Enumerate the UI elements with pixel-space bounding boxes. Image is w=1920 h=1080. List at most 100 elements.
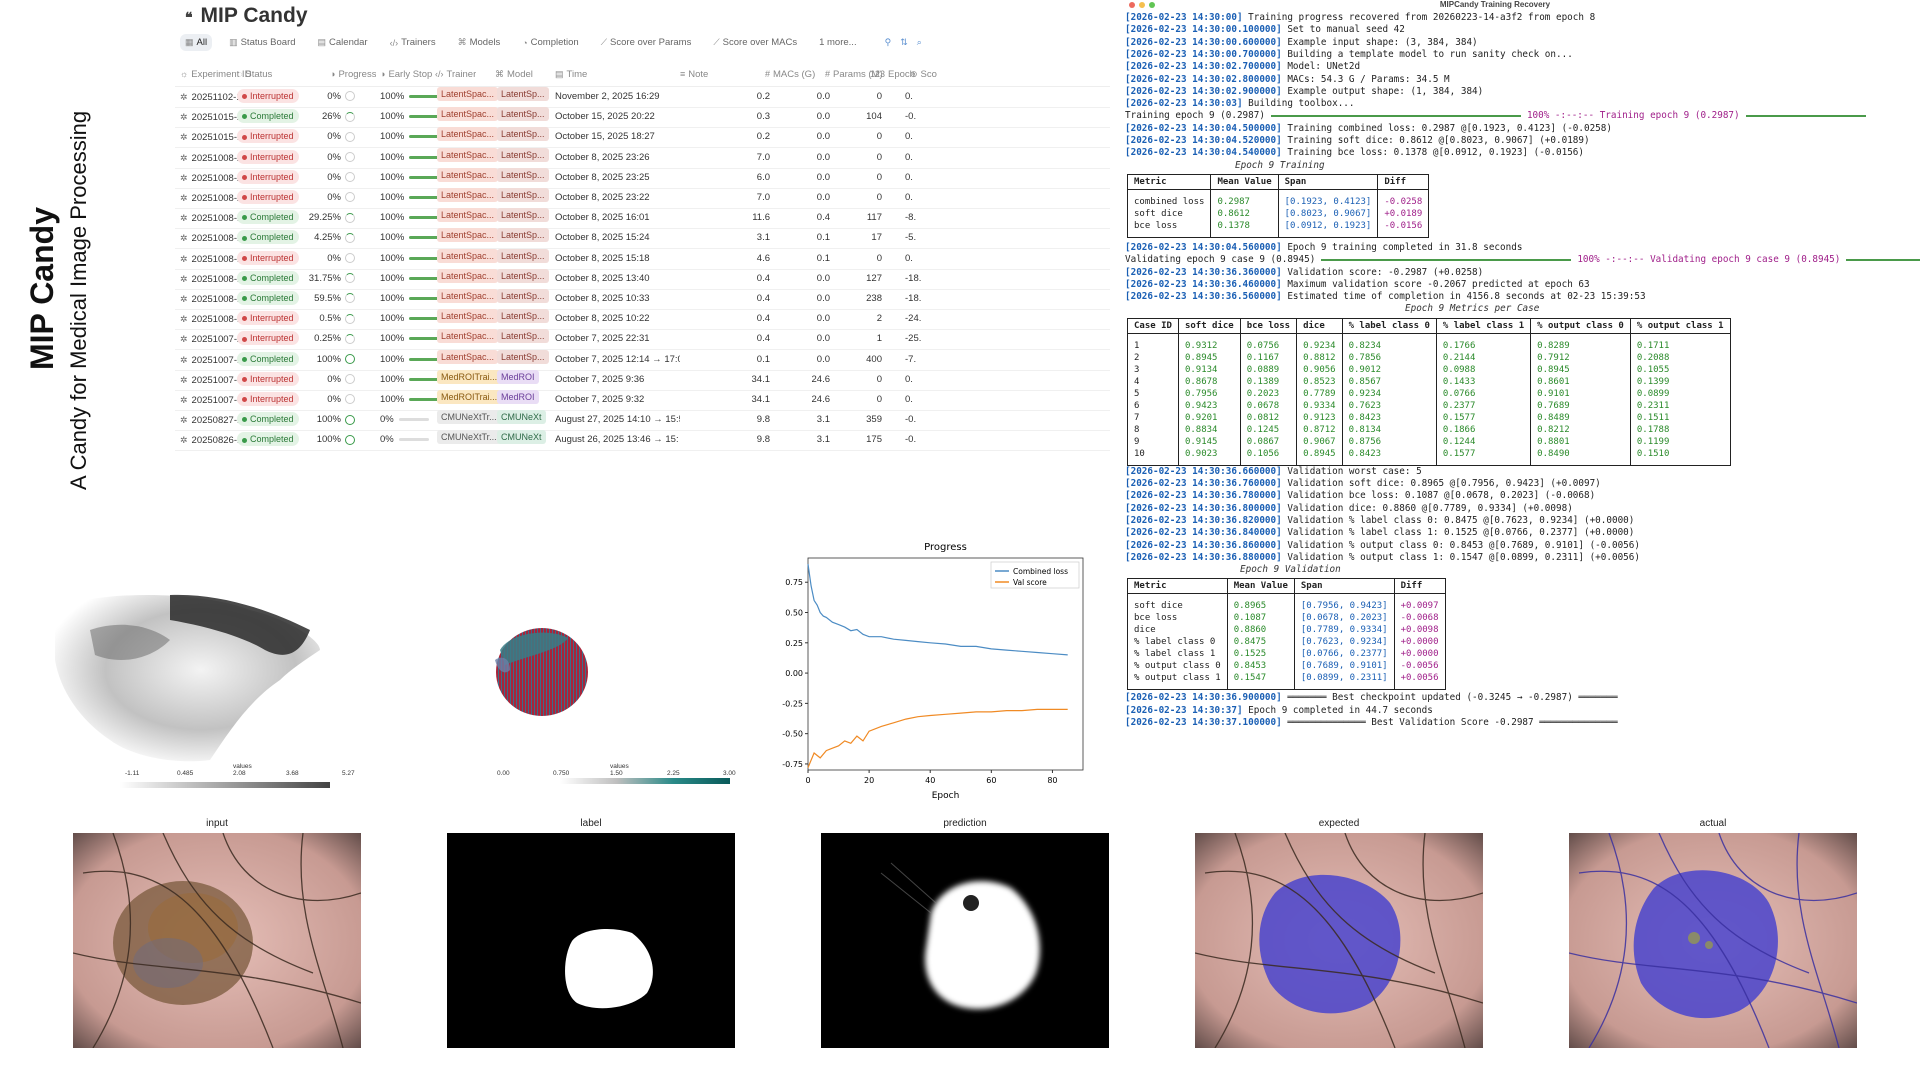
- table-header-cell: Metric: [1127, 578, 1228, 595]
- tab-trainers[interactable]: ‹/› Trainers: [385, 34, 441, 51]
- column-header[interactable]: ‹/› Trainer: [435, 62, 476, 86]
- log-timestamp: [2026-02-23 14:30:36.780000]: [1125, 490, 1282, 502]
- model-tag: LatentSp...: [497, 107, 549, 122]
- tab-icon: ⟋: [600, 37, 608, 47]
- tab-score-over-params[interactable]: ⟋ Score over Params: [596, 34, 697, 51]
- progress-cell: 0%: [305, 168, 355, 188]
- table-row[interactable]: ✲ 20251008-15-ab79 Completed 4.25% 100% Laten…: [175, 228, 1110, 250]
- table-row[interactable]: ✲ 20251008-16-9260 Completed 29.25% 100% Late…: [175, 208, 1110, 230]
- status-cell: Interrupted: [237, 370, 299, 390]
- column-header[interactable]: ⊚ Sco: [910, 62, 937, 86]
- table-cell: 0.8945: [1296, 447, 1343, 466]
- maximize-icon[interactable]: [1149, 2, 1155, 8]
- chart-title: Progress: [924, 542, 967, 553]
- table-row[interactable]: ✲ 20251007-12-ccd3 Completed 100% 100% Latent…: [175, 349, 1110, 371]
- gear-icon: ✲: [180, 112, 188, 123]
- table-cell: 0.0889: [1239, 363, 1298, 376]
- experiment-id: ✲ 20251008-23-725b: [180, 148, 272, 168]
- epoch-cell: 0: [830, 168, 882, 188]
- early-stop-cell: 0%: [380, 410, 429, 430]
- search-icon[interactable]: ⌕: [916, 37, 922, 47]
- status-dot: [242, 195, 247, 201]
- filter-icon[interactable]: ⚲: [884, 37, 892, 47]
- status-badge: Completed: [237, 109, 299, 124]
- status-dot: [242, 296, 247, 302]
- progress-cell: 26%: [305, 107, 355, 127]
- volume-render-2: [480, 620, 600, 720]
- minimize-icon[interactable]: [1139, 2, 1145, 8]
- table-row[interactable]: ✲ 20251008-23-dd95 Interrupted 0% 100% Latent…: [175, 188, 1110, 209]
- tab-score-over-macs[interactable]: ⟋ Score over MACs: [708, 34, 802, 51]
- table-row[interactable]: ✲ 20251007-09-d4e6 Interrupted 0% 100% MedROI…: [175, 369, 1110, 391]
- table-cell: 0.1055: [1629, 363, 1731, 376]
- column-icon: #: [765, 69, 771, 79]
- table-cell: 0.0899: [1629, 387, 1731, 400]
- table-row[interactable]: ✲ 20251008-13-bd33 Completed 31.75% 100% Late…: [175, 268, 1110, 290]
- table-row[interactable]: ✲ 20251015-18-4c41 Interrupted 0% 100% Latent…: [175, 127, 1110, 149]
- table-cell: [0.0899, 0.2311]: [1293, 672, 1395, 691]
- early-stop-bar: [409, 216, 440, 220]
- table-row[interactable]: ✲ 20250827-14-f82f Completed 100% 0% CMUNeXtT…: [175, 410, 1110, 432]
- experiment-id: ✲ 20250827-14-f82f: [180, 410, 267, 430]
- tab-calendar[interactable]: ▤ Calendar: [313, 34, 373, 51]
- macs-cell: 0.4: [715, 269, 770, 289]
- table-row[interactable]: ✲ 20251008-23-725b Interrupted 0% 100% Latent…: [175, 147, 1110, 169]
- status-text: Completed: [250, 212, 294, 223]
- column-header[interactable]: ▤ Time: [555, 62, 587, 86]
- tab-status-board[interactable]: ▥ Status Board: [224, 34, 300, 51]
- experiment-id-text: 20251007-09-c5b6: [191, 395, 272, 406]
- epoch-text: 0: [876, 131, 882, 143]
- table-cell: [0.0766, 0.2377]: [1293, 648, 1395, 661]
- status-text: Completed: [250, 111, 294, 122]
- column-header[interactable]: ◑ Early Stop: [380, 62, 432, 86]
- sort-icon[interactable]: ⇅: [900, 37, 908, 47]
- column-header[interactable]: ◌ Status: [237, 62, 272, 86]
- column-header[interactable]: ◑ Progress: [330, 62, 376, 86]
- table-header-cell: Case ID: [1127, 317, 1179, 334]
- y-tick-label: -0.25: [782, 699, 803, 708]
- column-header[interactable]: ⌘ Model: [495, 62, 533, 86]
- progress-cell: 0%: [305, 87, 355, 107]
- macs-text: 6.0: [756, 171, 770, 183]
- time-text: October 8, 2025 23:22: [555, 192, 650, 203]
- log-timestamp: [2026-02-23 14:30:02.800000]: [1125, 73, 1282, 85]
- table-row[interactable]: ✲ 20250826-13-d3ba Completed 100% 0% CMUNeXtT…: [175, 430, 1110, 452]
- early-stop-cell: 100%: [380, 127, 440, 147]
- experiment-id: ✲ 20251008-15-d08b: [180, 249, 272, 269]
- table-row[interactable]: ✲ 20251015-20-9440 Completed 26% 100% LatentS…: [175, 107, 1110, 129]
- column-header[interactable]: ≡ Note: [680, 62, 708, 86]
- table-header-cell: Mean Value: [1210, 173, 1279, 190]
- table-row[interactable]: ✲ 20251007-09-c5b6 Interrupted 0% 100% MedROI…: [175, 390, 1110, 411]
- table-row[interactable]: ✲ 20251008-10-ae80 Completed 59.5% 100% Laten…: [175, 289, 1110, 310]
- progress-text: 0%: [327, 373, 341, 385]
- status-badge: Interrupted: [237, 190, 299, 204]
- tab-all[interactable]: ▦ All: [180, 34, 213, 51]
- column-header[interactable]: 123 Epoch: [870, 62, 915, 86]
- log-line: [2026-02-23 14:30:36.880000] Validation …: [1125, 552, 1640, 564]
- log-text: ═══════ Best checkpoint updated (-0.3245…: [1281, 692, 1618, 704]
- close-icon[interactable]: [1129, 2, 1135, 8]
- column-icon: ▤: [555, 69, 564, 79]
- table-row[interactable]: ✲ 20251008-10-6d21 Interrupted 0.5% 100% Late…: [175, 309, 1110, 331]
- log-line: [2026-02-23 14:30:00.600000] Example inp…: [1125, 37, 1478, 49]
- panel-actual: [1569, 833, 1857, 1048]
- score-text: -8.: [905, 212, 917, 224]
- table-row[interactable]: ✲ 20251008-23-c88e Interrupted 0% 100% Latent…: [175, 167, 1110, 189]
- time-text: October 15, 2025 18:27: [555, 131, 655, 143]
- tab-completion[interactable]: ◔ Completion: [517, 34, 584, 51]
- tab-models[interactable]: ⌘ Models: [453, 34, 506, 51]
- score-text: -0.: [905, 111, 917, 123]
- tab-icon: ⌘: [457, 37, 467, 47]
- tab-1-more-[interactable]: 1 more...: [814, 34, 862, 51]
- trainer-cell: LatentSpac...: [437, 127, 499, 147]
- table-row[interactable]: ✲ 20251007-22-195f Interrupted 0.25% 100% Lat…: [175, 329, 1110, 351]
- table-header: ☼ Experiment ID ◌ Status ◑ Progress ◑ Early Sto…: [175, 62, 1110, 87]
- table-row[interactable]: ✲ 20251008-15-d08b Interrupted 0% 100% Latent…: [175, 248, 1110, 270]
- column-header[interactable]: ☼ Experiment ID: [180, 62, 251, 86]
- table-row[interactable]: ✲ 20251102-16-59b9 Interrupted 0% 100% Latent…: [175, 87, 1110, 108]
- column-header[interactable]: # Params (M): [825, 62, 883, 86]
- table-row: 9 0.9145 0.0867 0.9067 0.8756 0.1244 0.8801 0.1…: [1127, 435, 1731, 448]
- legend: [990, 561, 1080, 589]
- log-text: Training combined loss: 0.2987 @[0.1923,…: [1281, 122, 1612, 134]
- column-header[interactable]: # MACs (G): [765, 62, 815, 86]
